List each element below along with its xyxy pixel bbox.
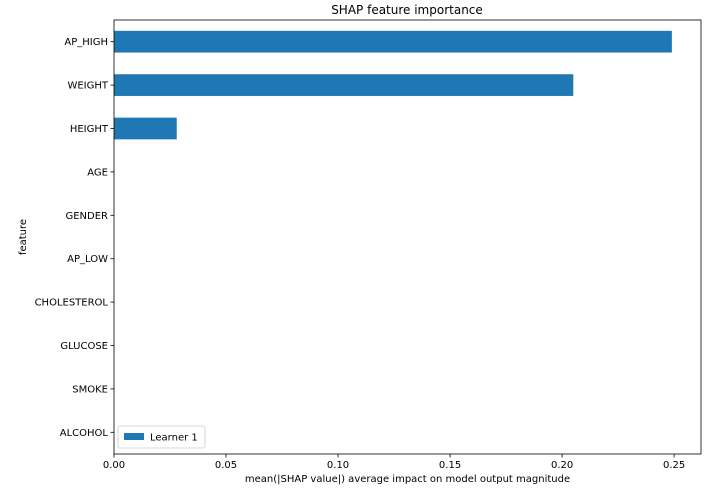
y-tick-label: AGE [87,167,108,178]
y-tick-label: AP_HIGH [64,37,108,48]
bar-height [114,117,177,140]
y-tick-label: CHOLESTEROL [35,298,109,309]
y-tick-label: GENDER [65,211,108,222]
plot-area [114,30,672,140]
x-axis-label: mean(|SHAP value|) average impact on mod… [245,474,570,485]
x-tick-label: 0.00 [103,460,125,471]
y-tick-label: SMOKE [72,384,108,395]
x-axis-ticks: 0.00 0.05 0.10 0.15 0.20 0.25 [103,454,685,471]
x-tick-label: 0.20 [551,460,573,471]
chart-title: SHAP feature importance [331,3,483,17]
y-axis-ticks: AP_HIGH WEIGHT HEIGHT AGE GENDER AP_LOW CHOLES… [35,37,114,439]
legend-box [117,425,206,449]
legend: Learner 1 [117,425,206,449]
x-tick-label: 0.25 [663,460,685,471]
y-tick-label: WEIGHT [67,81,108,92]
y-tick-label: AP_LOW [67,254,108,265]
x-tick-label: 0.05 [215,460,237,471]
y-tick-label: GLUCOSE [60,341,108,352]
x-tick-label: 0.15 [439,460,461,471]
bar-ap-high [114,30,672,53]
y-tick-label: ALCOHOL [60,428,109,439]
y-tick-label: HEIGHT [70,124,109,135]
y-axis-label: feature [18,219,29,255]
legend-label: Learner 1 [150,433,198,444]
bar-weight [114,74,574,96]
plot-frame [113,19,702,455]
x-tick-label: 0.10 [327,460,349,471]
legend-swatch [124,433,144,440]
